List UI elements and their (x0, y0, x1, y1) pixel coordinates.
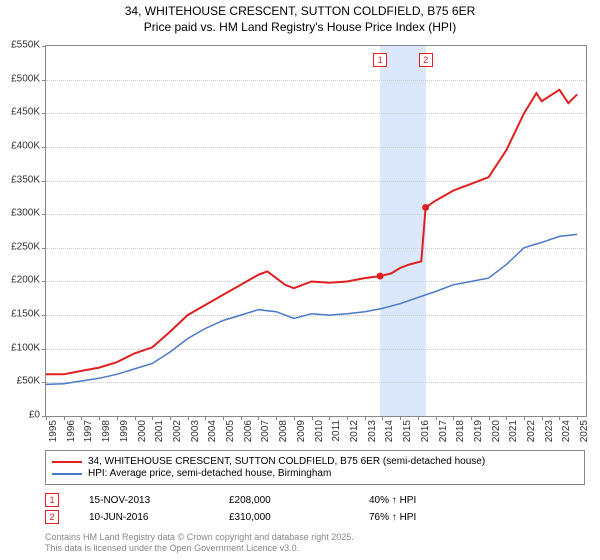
x-tick-label: 2023 (544, 420, 555, 442)
legend-row: HPI: Average price, semi-detached house,… (52, 468, 578, 479)
y-tick-label: £0 (0, 410, 40, 421)
x-tick (471, 416, 472, 420)
x-tick (524, 416, 525, 420)
y-tick-label: £50K (0, 376, 40, 387)
x-tick (276, 416, 277, 420)
x-tick-label: 2017 (438, 420, 449, 442)
plot-area: 12 (45, 45, 587, 417)
x-tick-label: 1996 (66, 420, 77, 442)
x-tick (46, 416, 47, 420)
x-tick-label: 1995 (48, 420, 59, 442)
x-tick-label: 2002 (172, 420, 183, 442)
series-hpi (46, 234, 577, 384)
x-tick-label: 2020 (491, 420, 502, 442)
legend-label: 34, WHITEHOUSE CRESCENT, SUTTON COLDFIEL… (88, 456, 485, 467)
legend: 34, WHITEHOUSE CRESCENT, SUTTON COLDFIEL… (45, 450, 585, 485)
y-tick-label: £150K (0, 309, 40, 320)
x-tick-label: 2010 (314, 420, 325, 442)
x-tick-label: 2015 (402, 420, 413, 442)
x-tick (577, 416, 578, 420)
plot-svg (46, 46, 586, 416)
footer-line-2: This data is licensed under the Open Gov… (45, 543, 354, 554)
footer-line-1: Contains HM Land Registry data © Crown c… (45, 532, 354, 543)
x-tick (400, 416, 401, 420)
x-tick-label: 2008 (278, 420, 289, 442)
x-tick-label: 2014 (384, 420, 395, 442)
x-tick-label: 2000 (137, 420, 148, 442)
x-tick (365, 416, 366, 420)
x-tick (436, 416, 437, 420)
x-tick-label: 2025 (579, 420, 590, 442)
x-tick (347, 416, 348, 420)
x-tick-label: 2024 (561, 420, 572, 442)
x-tick (64, 416, 65, 420)
x-tick-label: 2013 (367, 420, 378, 442)
x-tick (489, 416, 490, 420)
y-tick-label: £250K (0, 241, 40, 252)
x-tick-label: 2006 (243, 420, 254, 442)
y-tick-label: £100K (0, 342, 40, 353)
x-tick-label: 2009 (296, 420, 307, 442)
x-tick-label: 1997 (83, 420, 94, 442)
sale-dot (422, 204, 429, 211)
x-tick-label: 2005 (225, 420, 236, 442)
sale-row: 2 10-JUN-2016£310,00076% ↑ HPI (45, 510, 509, 524)
sale-delta: 76% ↑ HPI (369, 512, 509, 523)
x-tick (188, 416, 189, 420)
y-tick-label: £450K (0, 107, 40, 118)
y-tick-label: £500K (0, 73, 40, 84)
x-tick (241, 416, 242, 420)
sales-table: 1 15-NOV-2013£208,00040% ↑ HPI 2 10-JUN-201… (45, 490, 509, 527)
legend-swatch (52, 461, 82, 463)
x-tick-label: 2018 (455, 420, 466, 442)
title-line-2: Price paid vs. HM Land Registry's House … (0, 20, 600, 36)
legend-row: 34, WHITEHOUSE CRESCENT, SUTTON COLDFIEL… (52, 456, 578, 467)
x-tick (223, 416, 224, 420)
chart-title: 34, WHITEHOUSE CRESCENT, SUTTON COLDFIEL… (0, 0, 600, 35)
x-tick-label: 1998 (101, 420, 112, 442)
x-tick (170, 416, 171, 420)
x-tick-label: 2003 (190, 420, 201, 442)
legend-label: HPI: Average price, semi-detached house,… (88, 468, 331, 479)
x-tick (135, 416, 136, 420)
y-tick-label: £300K (0, 208, 40, 219)
x-tick-label: 2012 (349, 420, 360, 442)
chart-container: 34, WHITEHOUSE CRESCENT, SUTTON COLDFIEL… (0, 0, 600, 560)
sale-dot (377, 273, 384, 280)
sale-marker-box: 1 (373, 53, 387, 67)
x-tick-label: 1999 (119, 420, 130, 442)
x-tick-label: 2022 (526, 420, 537, 442)
x-tick-label: 2021 (508, 420, 519, 442)
sale-row-marker: 2 (45, 510, 59, 524)
sale-price: £208,000 (229, 495, 369, 506)
footer: Contains HM Land Registry data © Crown c… (45, 532, 354, 554)
x-tick (117, 416, 118, 420)
y-tick-label: £550K (0, 40, 40, 51)
y-tick-label: £200K (0, 275, 40, 286)
y-tick-label: £350K (0, 174, 40, 185)
sale-delta: 40% ↑ HPI (369, 495, 509, 506)
x-tick-label: 2001 (154, 420, 165, 442)
title-line-1: 34, WHITEHOUSE CRESCENT, SUTTON COLDFIEL… (0, 4, 600, 20)
sale-date: 10-JUN-2016 (89, 512, 229, 523)
x-tick (294, 416, 295, 420)
x-tick-label: 2011 (331, 420, 342, 442)
x-tick-label: 2007 (260, 420, 271, 442)
x-tick (542, 416, 543, 420)
sale-marker-box: 2 (419, 53, 433, 67)
sale-row-marker: 1 (45, 493, 59, 507)
x-tick (418, 416, 419, 420)
series-price_paid (46, 90, 577, 375)
x-tick-label: 2016 (420, 420, 431, 442)
sale-price: £310,000 (229, 512, 369, 523)
x-tick-label: 2019 (473, 420, 484, 442)
x-tick-label: 2004 (207, 420, 218, 442)
sale-date: 15-NOV-2013 (89, 495, 229, 506)
x-tick (312, 416, 313, 420)
sale-row: 1 15-NOV-2013£208,00040% ↑ HPI (45, 493, 509, 507)
y-tick-label: £400K (0, 140, 40, 151)
x-tick (99, 416, 100, 420)
legend-swatch (52, 473, 82, 475)
